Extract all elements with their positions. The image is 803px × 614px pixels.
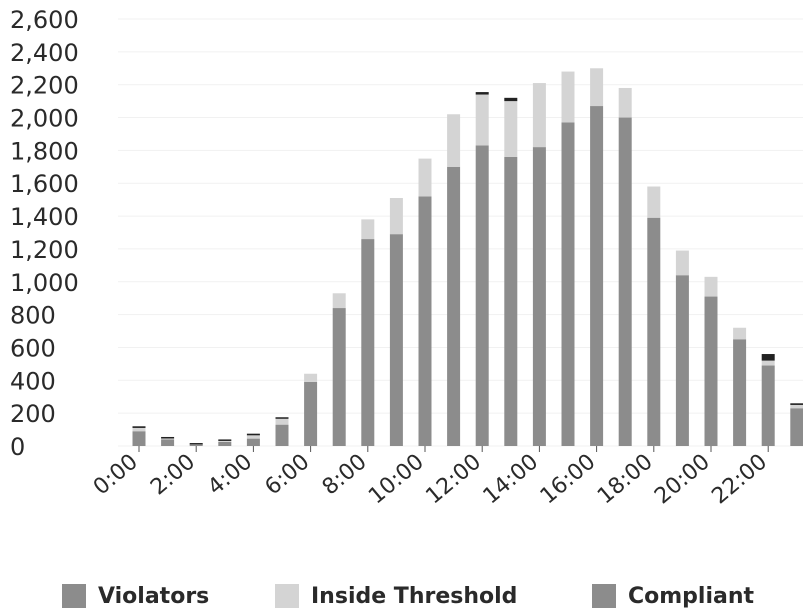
legend: Violators Inside Threshold Compliant <box>0 572 803 612</box>
bar-inside-threshold <box>275 418 289 425</box>
bar-inside-threshold <box>475 94 489 146</box>
x-tick-label: 2:00 <box>146 449 200 500</box>
bar-compliant <box>504 156 518 446</box>
y-tick-label: 1,800 <box>10 137 79 165</box>
bar-violators <box>246 433 260 436</box>
y-tick-label: 800 <box>10 302 56 330</box>
y-tick-label: 400 <box>10 367 56 395</box>
bar-violators <box>790 403 803 405</box>
bar-violators <box>761 354 775 361</box>
legend-label-violators: Violators <box>98 583 210 609</box>
bar-compliant <box>761 365 775 446</box>
bar-compliant <box>132 431 146 446</box>
bar-compliant <box>246 438 260 446</box>
bar-inside-threshold <box>418 158 432 197</box>
bar-violators <box>132 426 146 428</box>
x-tick-label: 18:00 <box>593 449 658 509</box>
x-axis-ticks: 0:00 2:00 4:00 6:00 8:0010:0012:0014:0016:00… <box>89 446 772 509</box>
bar-inside-threshold <box>790 404 803 409</box>
bar-compliant <box>218 441 232 446</box>
bar-inside-threshold <box>561 71 575 123</box>
bar-inside-threshold <box>504 101 518 157</box>
bar-inside-threshold <box>218 440 232 442</box>
legend-swatch-inside-threshold <box>275 584 299 608</box>
bar-compliant <box>332 308 346 446</box>
bar-inside-threshold <box>532 83 546 148</box>
x-tick-label: 20:00 <box>650 449 715 509</box>
bar-compliant <box>161 439 175 446</box>
legend-label-compliant: Compliant <box>628 583 755 609</box>
bar-inside-threshold <box>733 327 747 340</box>
bar-inside-threshold <box>304 373 318 382</box>
bar-violators <box>275 417 289 419</box>
y-tick-label: 600 <box>10 334 56 362</box>
bar-inside-threshold <box>389 198 403 235</box>
bars <box>132 68 803 447</box>
x-tick-label: 12:00 <box>421 449 486 509</box>
bar-compliant <box>447 166 461 447</box>
legend-item-compliant: Compliant <box>592 582 754 610</box>
bar-compliant <box>675 275 689 446</box>
bar-compliant <box>647 217 661 446</box>
bar-inside-threshold <box>675 250 689 276</box>
stacked-bar-chart: 0 200 400 600 800 1,000 1,200 1,400 1,600 1,800 2,… <box>10 6 803 509</box>
y-tick-label: 2,600 <box>10 6 79 34</box>
bar-compliant <box>532 147 546 446</box>
y-tick-label: 1,400 <box>10 203 79 231</box>
bar-inside-threshold <box>761 360 775 366</box>
bar-inside-threshold <box>332 293 346 309</box>
bar-compliant <box>361 239 375 446</box>
bar-inside-threshold <box>361 219 375 240</box>
legend-item-inside-threshold: Inside Threshold <box>275 582 517 610</box>
bar-compliant <box>590 106 604 447</box>
y-tick-label: 0 <box>10 433 25 461</box>
legend-swatch-compliant <box>592 584 616 608</box>
bar-inside-threshold <box>447 114 461 167</box>
bar-compliant <box>704 296 718 446</box>
bar-violators <box>161 436 175 439</box>
bar-inside-threshold <box>704 276 718 297</box>
legend-label-inside-threshold: Inside Threshold <box>311 583 518 609</box>
bar-compliant <box>733 339 747 446</box>
x-tick-label: 4:00 <box>203 449 257 500</box>
legend-item-violators: Violators <box>62 582 209 610</box>
x-tick-label: 16:00 <box>536 449 601 509</box>
bar-violators <box>475 92 489 95</box>
x-tick-label: 14:00 <box>479 449 544 509</box>
y-tick-label: 1,200 <box>10 236 79 264</box>
y-tick-label: 1,000 <box>10 269 79 297</box>
y-tick-label: 2,000 <box>10 105 79 133</box>
bar-inside-threshold <box>618 87 632 118</box>
bar-compliant <box>189 444 203 446</box>
bar-compliant <box>618 117 632 447</box>
bar-compliant <box>790 408 803 446</box>
x-tick-label: 0:00 <box>89 449 143 500</box>
bar-inside-threshold <box>161 437 175 440</box>
y-tick-label: 200 <box>10 400 56 428</box>
x-tick-label: 8:00 <box>318 449 372 500</box>
bar-compliant <box>304 381 318 446</box>
x-tick-label: 10:00 <box>364 449 429 509</box>
bar-inside-threshold <box>246 435 260 439</box>
grid-lines <box>118 18 803 447</box>
legend-swatch-violators <box>62 584 86 608</box>
bar-violators <box>189 443 203 445</box>
y-tick-label: 2,200 <box>10 72 79 100</box>
bar-compliant <box>275 424 289 446</box>
bar-violators <box>504 97 518 102</box>
y-axis-ticks: 0 200 400 600 800 1,000 1,200 1,400 1,600 1,800 2,… <box>10 6 79 461</box>
bar-compliant <box>389 234 403 446</box>
bar-compliant <box>561 122 575 446</box>
bar-compliant <box>475 145 489 446</box>
y-tick-label: 2,400 <box>10 39 79 67</box>
y-tick-label: 1,600 <box>10 170 79 198</box>
x-tick-label: 22:00 <box>707 449 772 509</box>
bar-inside-threshold <box>132 427 146 432</box>
bar-violators <box>218 439 232 441</box>
x-tick-label: 6:00 <box>261 449 315 500</box>
bar-compliant <box>418 196 432 446</box>
bar-inside-threshold <box>590 68 604 107</box>
bar-inside-threshold <box>647 186 661 218</box>
